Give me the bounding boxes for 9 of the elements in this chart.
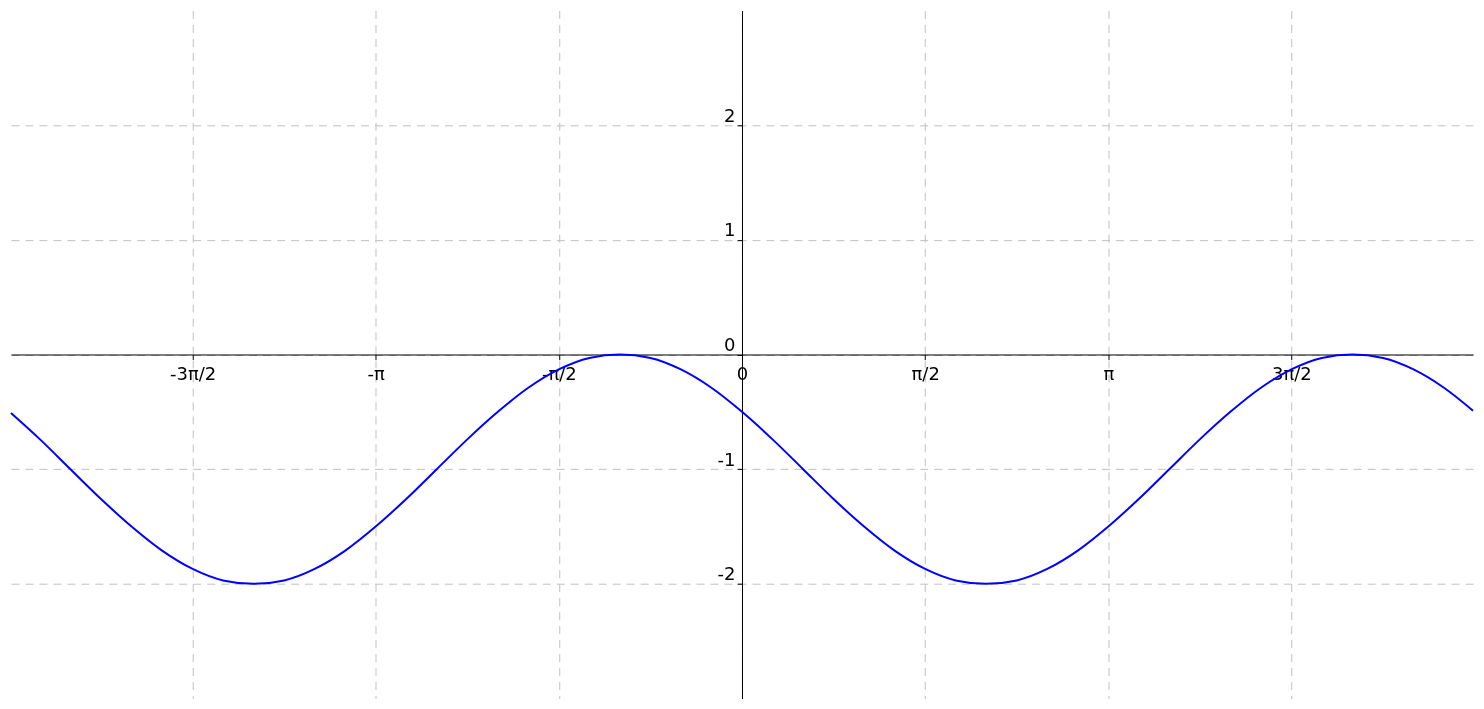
y-tick-label: -2 xyxy=(717,563,736,585)
y-tick-label: 2 xyxy=(724,104,736,126)
y-tick-label: 1 xyxy=(724,219,736,241)
x-tick-label: -3π/2 xyxy=(170,362,217,384)
y-tick-label: 0 xyxy=(724,334,736,355)
x-tick-label: π/2 xyxy=(911,362,940,384)
y-tick-label: -1 xyxy=(717,448,736,470)
x-tick-label: -π xyxy=(367,362,385,384)
x-tick-label: π xyxy=(1103,362,1115,384)
